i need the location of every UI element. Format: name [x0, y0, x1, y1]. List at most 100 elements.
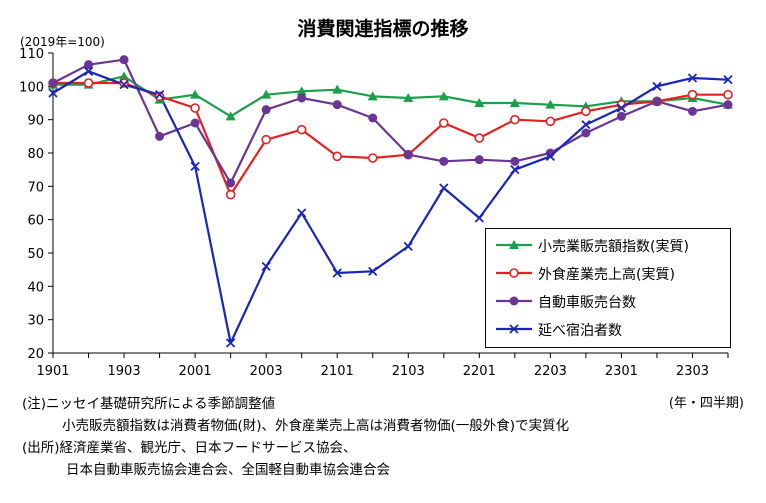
data-point: [652, 96, 662, 106]
legend-label-retail: 小売業販売額指数(実質): [538, 239, 689, 255]
data-point: [367, 91, 378, 101]
data-point: [332, 151, 343, 162]
data-point: [332, 268, 342, 278]
x-tick-label: 2303: [676, 364, 709, 379]
series-line-0: [53, 75, 729, 118]
data-point: [439, 156, 449, 166]
data-point: [48, 88, 58, 98]
data-point: [474, 98, 485, 107]
y-tick-label: 50: [27, 247, 44, 262]
data-point: [119, 71, 130, 81]
series-line-2: [52, 58, 729, 185]
data-point: [687, 73, 698, 83]
data-point: [190, 118, 200, 128]
y-axis-unit-label: (2019年=100): [20, 35, 105, 49]
legend-swatch-retail: [496, 240, 532, 249]
data-point: [723, 89, 733, 100]
x-tick-label: 2003: [250, 364, 283, 379]
x-tick-label: 2203: [534, 364, 567, 379]
data-point: [296, 124, 307, 135]
legend-swatch-lodging: [496, 324, 532, 334]
data-point: [723, 100, 733, 110]
data-point: [261, 89, 272, 99]
data-point: [190, 161, 200, 171]
y-tick-label: 60: [27, 214, 44, 229]
data-point: [296, 86, 307, 96]
data-point: [332, 100, 342, 110]
data-point: [225, 338, 236, 348]
data-point: [403, 93, 414, 102]
data-point: [119, 80, 129, 90]
data-point: [581, 106, 591, 117]
data-point: [509, 98, 520, 107]
data-point: [723, 75, 733, 85]
y-tick-label: 80: [27, 147, 44, 162]
data-point: [261, 134, 271, 145]
legend-marker: [509, 268, 519, 278]
series-markers-2: [48, 55, 733, 188]
data-point: [190, 103, 200, 113]
x-tick-label: 1901: [36, 364, 69, 379]
data-point: [581, 128, 591, 138]
data-point: [438, 91, 449, 101]
chart-series-markers: [48, 55, 733, 348]
y-tick-label: 100: [19, 80, 44, 95]
data-point: [510, 156, 520, 166]
data-point: [154, 91, 165, 102]
x-tick-label: 2103: [392, 364, 425, 379]
data-point: [368, 113, 378, 123]
x-tick-label: 1903: [108, 364, 141, 379]
legend-item-retail: 小売業販売額指数(実質): [494, 234, 726, 256]
y-tick-label: 90: [27, 114, 44, 129]
data-point: [368, 266, 378, 276]
data-point: [687, 89, 698, 100]
data-point: [154, 90, 165, 100]
y-tick-label: 40: [27, 280, 44, 295]
data-point: [616, 103, 627, 113]
data-point: [155, 131, 165, 141]
data-point: [403, 241, 413, 251]
data-point: [84, 60, 94, 70]
y-tick-label: 20: [27, 347, 44, 362]
data-point: [439, 183, 449, 193]
series-markers-3: [48, 66, 733, 348]
data-point: [261, 261, 271, 271]
chart-series-lines: [52, 58, 729, 345]
data-point: [225, 189, 236, 200]
chart-legend: 小売業販売額指数(実質) 外食産業売上高(実質) 自動車販売台数 延べ宿泊者数: [485, 228, 731, 348]
legend-item-dining: 外食産業売上高(実質): [494, 262, 726, 284]
data-point: [83, 78, 94, 88]
data-point: [474, 213, 484, 223]
chart-title: 消費関連指標の推移: [297, 18, 469, 40]
note-source: (出所)経済産業省、観光庁、日本フードサービス協会、: [22, 440, 357, 456]
chart-tick-labels: 20 30 40 50 60 70 80 90 100 110 1901 1903 2001 2003 21…: [19, 47, 709, 379]
x-tick-label: 2101: [321, 364, 354, 379]
data-point: [403, 150, 413, 160]
data-point: [48, 78, 58, 88]
x-tick-label: 2001: [179, 364, 212, 379]
data-point: [297, 208, 307, 218]
data-point: [616, 111, 626, 121]
data-point: [581, 120, 591, 130]
data-point: [545, 151, 556, 161]
y-tick-label: 70: [27, 180, 44, 195]
y-tick-label: 110: [19, 47, 44, 62]
data-point: [545, 116, 556, 127]
legend-marker: [509, 240, 519, 249]
data-point: [652, 81, 662, 91]
x-axis-period-label: (年・四半期): [668, 396, 744, 411]
data-point: [83, 66, 94, 76]
note-source-continued: 日本自動車販売協会連合会、全国軽自動車協会連合会: [66, 462, 390, 478]
legend-label-auto: 自動車販売台数: [538, 295, 636, 311]
series-line-3: [52, 70, 729, 345]
data-point: [190, 89, 201, 99]
legend-swatch-dining: [496, 268, 532, 278]
x-tick-label: 2201: [463, 364, 496, 379]
y-tick-label: 30: [27, 314, 44, 329]
legend-label-lodging: 延べ宿泊者数: [538, 323, 622, 339]
data-point: [119, 55, 129, 65]
data-point: [297, 93, 307, 103]
data-point: [119, 78, 129, 88]
data-point: [474, 133, 485, 143]
data-point: [438, 118, 449, 128]
